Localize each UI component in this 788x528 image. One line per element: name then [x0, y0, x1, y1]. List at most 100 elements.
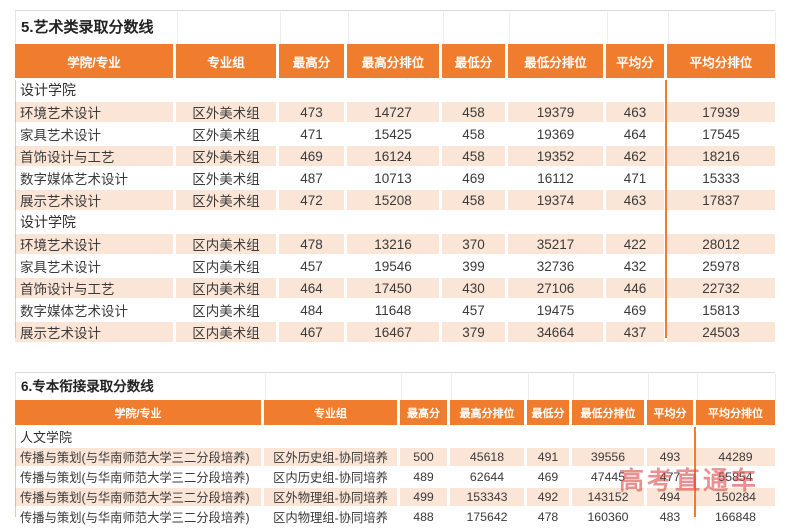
major-name: 首饰设计与工艺 — [15, 146, 176, 168]
score-cell: 489 — [400, 468, 450, 488]
score-cell: 区内美术组 — [176, 300, 279, 322]
score-cell: 15208 — [347, 190, 442, 212]
score-cell: 458 — [442, 146, 508, 168]
column-header-min-rank: 最低分排位 — [508, 44, 606, 80]
gridline — [443, 12, 444, 44]
major-name: 首饰设计与工艺 — [15, 278, 176, 300]
score-cell: 区外美术组 — [176, 190, 279, 212]
bridge-scores-table: 学院/专业 专业组 最高分 最高分排位 最低分 最低分排位 平均分 平均分排位 … — [15, 400, 775, 528]
gridline — [648, 374, 649, 400]
column-header-avg-score: 平均分 — [647, 400, 696, 427]
column-header-college-major: 学院/专业 — [15, 400, 264, 427]
major-name: 展示艺术设计 — [15, 322, 176, 344]
score-cell: 143152 — [572, 488, 647, 508]
gridline — [280, 12, 281, 44]
score-cell: 17545 — [667, 124, 775, 146]
score-cell: 区外美术组 — [176, 102, 279, 124]
table-row: 传播与策划(与华南师范大学三二分段培养) 区外历史组-协同培养 500 45618 49… — [15, 448, 775, 468]
score-cell: 16467 — [347, 322, 442, 344]
score-cell: 457 — [279, 256, 347, 278]
major-name: 数字媒体艺术设计 — [15, 168, 176, 190]
score-cell: 469 — [442, 168, 508, 190]
score-cell: 370 — [442, 234, 508, 256]
score-cell: 379 — [442, 322, 508, 344]
score-cell: 422 — [606, 234, 667, 256]
score-cell: 469 — [279, 146, 347, 168]
score-cell: 16112 — [508, 168, 606, 190]
score-cell: 471 — [606, 168, 667, 190]
score-cell: 437 — [606, 322, 667, 344]
score-cell: 47445 — [572, 468, 647, 488]
score-cell: 446 — [606, 278, 667, 300]
gridline — [401, 374, 402, 400]
gridline — [573, 374, 574, 400]
score-cell: 150284 — [696, 488, 775, 508]
score-cell: 区外美术组 — [176, 168, 279, 190]
section-row: 设计学院 — [15, 212, 775, 234]
score-cell: 10713 — [347, 168, 442, 190]
gridline — [265, 374, 266, 400]
score-cell: 15425 — [347, 124, 442, 146]
bridge-scores-table-block: 6.专本衔接录取分数线 学院/专业 专业组 最高分 最高分排位 最低分 最低分排… — [15, 372, 776, 528]
score-cell: 11648 — [347, 300, 442, 322]
score-cell: 467 — [279, 322, 347, 344]
major-name: 传播与策划(与华南师范大学三二分段培养) — [15, 488, 264, 508]
score-cell: 28012 — [667, 234, 775, 256]
score-cell: 15333 — [667, 168, 775, 190]
gridline — [697, 374, 698, 400]
score-cell: 13216 — [347, 234, 442, 256]
table-row: 展示艺术设计 区内美术组 467 16467 379 34664 437 24503 — [15, 322, 775, 344]
score-cell: 45618 — [450, 448, 527, 468]
score-cell: 34664 — [508, 322, 606, 344]
college-name: 设计学院 — [15, 80, 775, 102]
college-name: 人文学院 — [15, 427, 775, 448]
score-cell: 19352 — [508, 146, 606, 168]
score-cell: 478 — [527, 508, 572, 528]
college-name: 设计学院 — [15, 212, 775, 234]
score-cell: 区内美术组 — [176, 278, 279, 300]
gridline — [607, 12, 608, 44]
score-cell: 175642 — [450, 508, 527, 528]
score-cell: 27106 — [508, 278, 606, 300]
score-cell: 22732 — [667, 278, 775, 300]
section-title-art: 5.艺术类录取分数线 — [15, 10, 776, 44]
major-name: 展示艺术设计 — [15, 190, 176, 212]
table-row: 数字媒体艺术设计 区内美术组 484 11648 457 19475 469 15813 — [15, 300, 775, 322]
score-cell: 491 — [527, 448, 572, 468]
score-cell: 区内美术组 — [176, 322, 279, 344]
table-row: 家具艺术设计 区内美术组 457 19546 399 32736 432 25978 — [15, 256, 775, 278]
score-cell: 25978 — [667, 256, 775, 278]
score-cell: 区外美术组 — [176, 124, 279, 146]
column-header-max-score: 最高分 — [279, 44, 347, 80]
major-name: 环境艺术设计 — [15, 102, 176, 124]
score-cell: 464 — [606, 124, 667, 146]
column-header-max-score: 最高分 — [400, 400, 450, 427]
table-left-border — [15, 427, 16, 517]
section-title-text: 6.专本衔接录取分数线 — [21, 379, 154, 394]
column-header-avg-score: 平均分 — [606, 44, 667, 80]
column-header-college-major: 学院/专业 — [15, 44, 176, 80]
art-scores-table-block: 5.艺术类录取分数线 学院/专业 专业组 最高分 最高分排位 最低分 最低分排位… — [15, 10, 776, 344]
column-header-min-score: 最低分 — [442, 44, 508, 80]
orange-column-divider — [694, 427, 696, 517]
gridline — [668, 12, 669, 44]
score-cell: 19475 — [508, 300, 606, 322]
column-header-major-group: 专业组 — [176, 44, 279, 80]
score-cell: 62644 — [450, 468, 527, 488]
major-name: 传播与策划(与华南师范大学三二分段培养) — [15, 468, 264, 488]
score-cell: 492 — [527, 488, 572, 508]
score-cell: 471 — [279, 124, 347, 146]
score-cell: 区内美术组 — [176, 234, 279, 256]
score-cell: 153343 — [450, 488, 527, 508]
column-header-min-rank: 最低分排位 — [572, 400, 647, 427]
gridline — [348, 12, 349, 44]
table-row: 家具艺术设计 区外美术组 471 15425 458 19369 464 17545 — [15, 124, 775, 146]
score-cell: 14727 — [347, 102, 442, 124]
table-row: 首饰设计与工艺 区内美术组 464 17450 430 27106 446 22732 — [15, 278, 775, 300]
score-cell: 44289 — [696, 448, 775, 468]
gridline — [509, 12, 510, 44]
score-cell: 39556 — [572, 448, 647, 468]
score-cell: 区内物理组-协同培养 — [264, 508, 400, 528]
score-cell: 24503 — [667, 322, 775, 344]
score-cell: 483 — [647, 508, 696, 528]
